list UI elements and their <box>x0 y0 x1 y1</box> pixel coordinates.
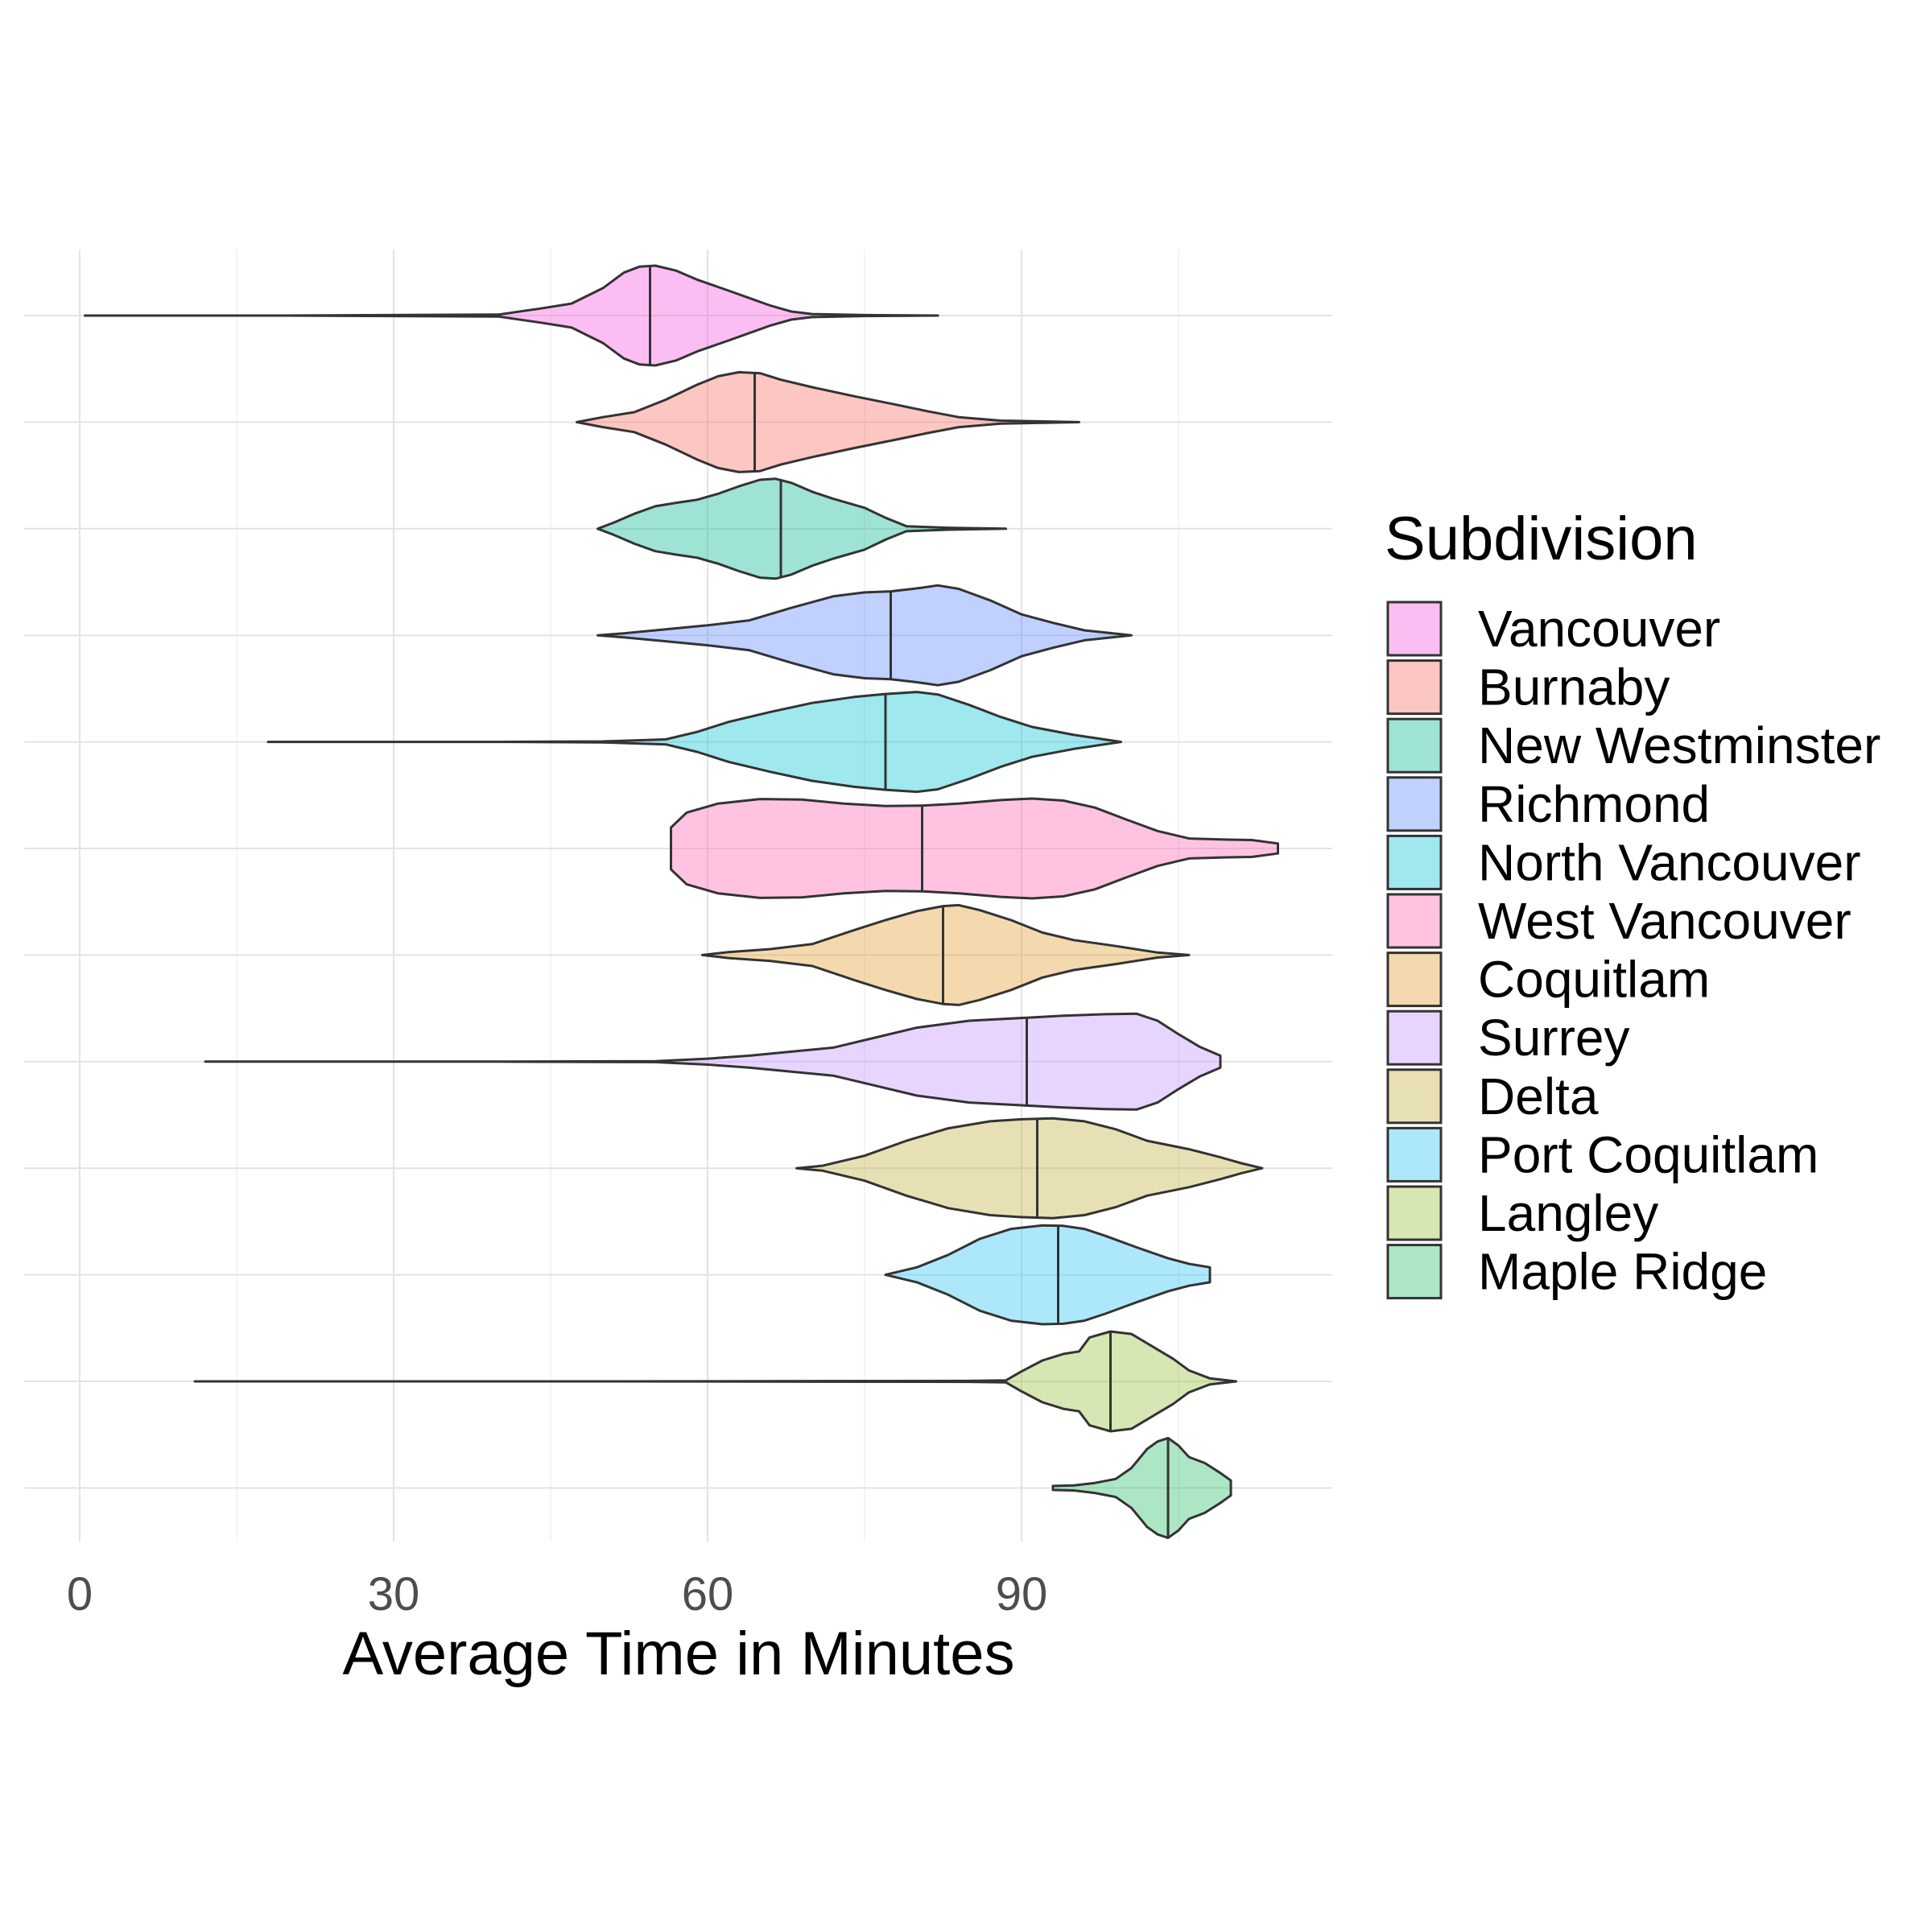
legend-key-langley <box>1386 1185 1443 1241</box>
legend-label: Langley <box>1478 1184 1658 1242</box>
legend-key-surrey <box>1386 1009 1443 1066</box>
legend-title: Subdivision <box>1385 505 1698 573</box>
legend-label: Surrey <box>1478 1009 1630 1067</box>
legend-key-vancouver <box>1386 601 1443 657</box>
x-tick-label: 0 <box>67 1568 93 1620</box>
violin-new-westminster <box>597 477 1007 580</box>
legend-label: North Vancouver <box>1478 833 1861 891</box>
x-tick-label: 90 <box>996 1568 1048 1620</box>
legend-label: Burnaby <box>1478 658 1670 716</box>
violin-surrey <box>204 1012 1222 1111</box>
legend-key-delta <box>1386 1068 1443 1125</box>
violin-richmond <box>597 584 1133 687</box>
x-tick-label: 60 <box>682 1568 734 1620</box>
x-axis-ticks: 0 30 60 90 <box>67 1568 1047 1620</box>
legend-key-north-vancouver <box>1386 834 1443 890</box>
legend-key-maple-ridge <box>1386 1244 1443 1300</box>
x-axis-title: Average Time in Minutes <box>343 1620 1015 1688</box>
violin-burnaby <box>576 370 1080 473</box>
legend-label: Vancouver <box>1478 600 1720 658</box>
legend-label: Port Coquitlam <box>1478 1125 1818 1183</box>
legend-label: Delta <box>1478 1067 1599 1125</box>
violin-north-vancouver <box>266 691 1122 794</box>
violin-langley <box>193 1330 1237 1433</box>
legend-key-coquitlam <box>1386 952 1443 1008</box>
legend-label: Richmond <box>1478 775 1710 833</box>
violin-port-coquitlam <box>884 1224 1212 1326</box>
legend-key-west-vancouver <box>1386 893 1443 949</box>
violin-coquitlam <box>701 903 1191 1006</box>
legend-key-richmond <box>1386 776 1443 832</box>
legend-label: New Westminster <box>1478 716 1880 774</box>
violin-series <box>84 264 1279 1539</box>
violin-vancouver <box>84 264 939 367</box>
legend-label: West Vancouver <box>1478 892 1852 950</box>
violin-delta <box>795 1117 1264 1220</box>
legend-label: Coquitlam <box>1478 951 1710 1009</box>
x-tick-label: 30 <box>368 1568 420 1620</box>
legend-label: Maple Ridge <box>1478 1243 1767 1301</box>
legend-key-new-westminster <box>1386 717 1443 774</box>
violin-maple-ridge <box>1051 1436 1232 1539</box>
legend-key-port-coquitlam <box>1386 1126 1443 1183</box>
legend-key-burnaby <box>1386 659 1443 716</box>
violin-west-vancouver <box>670 797 1279 900</box>
